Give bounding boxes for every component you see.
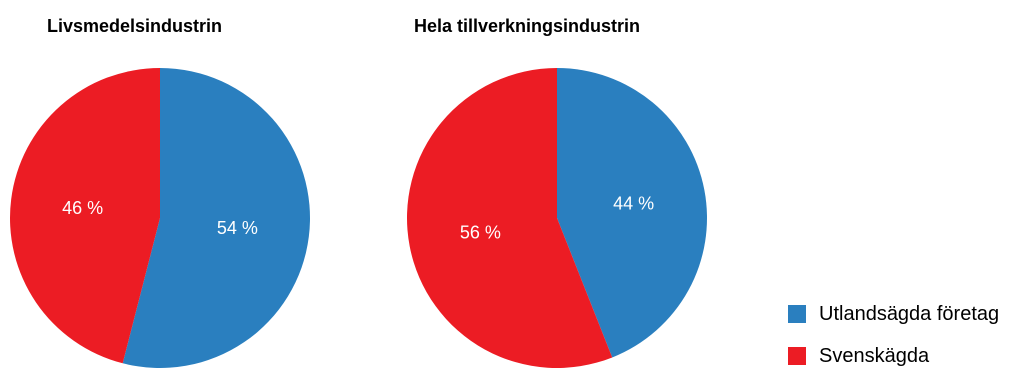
slice-label-utlandsagda: 44 % [613, 193, 654, 213]
pie-charts: 54 % 46 % 44 % 56 % [10, 68, 707, 368]
pie-slice-svenskagda [407, 68, 613, 368]
pie-slice-svenskagda [10, 68, 161, 364]
legend-swatch-svenskagda [788, 347, 806, 365]
legend-label-utlandsagda: Utlandsägda företag [819, 302, 1000, 325]
chart-title-hela-tillverkningsindustrin: Hela tillverkningsindustrin [414, 16, 641, 36]
legend: Utlandsägda företag Svenskägda [788, 302, 999, 386]
legend-item-svenskagda: Svenskägda [788, 344, 999, 368]
chart-title-livsmedelsindustrin: Livsmedelsindustrin [47, 16, 223, 36]
legend-label-svenskagda: Svenskägda [819, 344, 930, 367]
pie-hela-tillverkningsindustrin: 44 % 56 % [407, 68, 707, 368]
slice-label-utlandsagda: 54 % [217, 218, 258, 238]
slice-label-svenskagda: 46 % [62, 198, 103, 218]
legend-item-utlandsagda: Utlandsägda företag [788, 302, 999, 326]
legend-swatch-utlandsagda [788, 305, 806, 323]
pie-slice-utlandsagda [557, 68, 707, 358]
slice-label-svenskagda: 56 % [460, 223, 501, 243]
pie-slice-utlandsagda [122, 68, 311, 368]
pie-livsmedelsindustrin: 54 % 46 % [10, 68, 311, 368]
